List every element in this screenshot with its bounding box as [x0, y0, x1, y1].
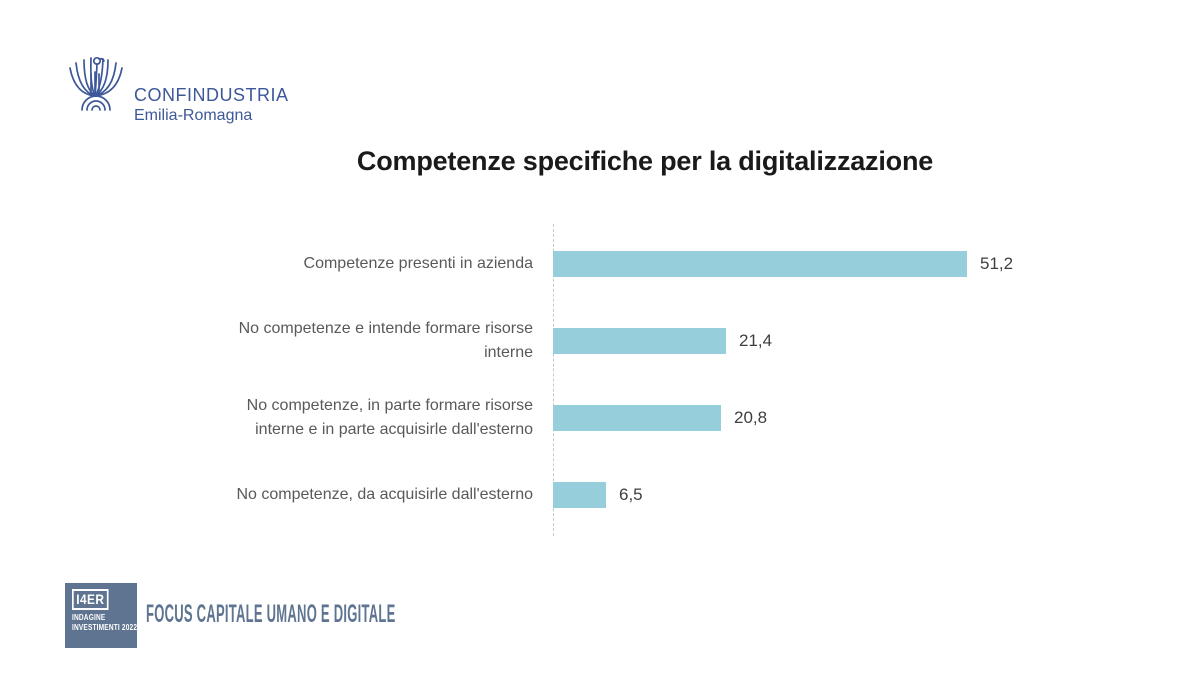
- category-label: No competenze e intende formare risorse i…: [238, 319, 533, 361]
- bar: [553, 250, 967, 277]
- logo-org-name: CONFINDUSTRIA: [134, 85, 289, 105]
- bar-area: 6,5: [553, 481, 643, 508]
- data-label: 51,2: [980, 253, 1014, 273]
- chart-row: No competenze e intende formare risorse i…: [143, 302, 1163, 379]
- chart-title: Competenze specifiche per la digitalizza…: [356, 146, 934, 176]
- chart-row: No competenze, da acquisirle dall'estern…: [143, 456, 1163, 533]
- confindustria-eagle-icon: [69, 56, 123, 111]
- bar-area: 51,2: [553, 250, 1014, 277]
- data-label: 6,5: [619, 484, 643, 504]
- bar: [553, 404, 721, 431]
- data-label: 21,4: [739, 330, 773, 350]
- i4er-badge: I4ER INDAGINE INVESTIMENTI 2022: [65, 583, 137, 648]
- logo-region-name: Emilia-Romagna: [134, 106, 253, 124]
- bar-chart: Competenze presenti in azienda 51,2 No com…: [143, 225, 1163, 533]
- chart-axis-line: [553, 224, 554, 536]
- bar: [553, 481, 606, 508]
- badge-subtitle-2: INVESTIMENTI 2022: [72, 623, 138, 632]
- footer-caption: FOCUS CAPITALE UMANO E DIGITALE: [146, 600, 396, 628]
- category-label: Competenze presenti in azienda: [303, 254, 533, 272]
- logo-text: CONFINDUSTRIA Emilia-Romagna: [134, 85, 289, 127]
- bar-area: 20,8: [553, 404, 768, 431]
- bar-area: 21,4: [553, 327, 773, 354]
- badge-subtitle-1: INDAGINE: [72, 613, 106, 622]
- category-label: No competenze, da acquisirle dall'estern…: [236, 485, 533, 503]
- bar: [553, 327, 726, 354]
- badge-title: I4ER: [72, 589, 109, 610]
- confindustria-logo: CONFINDUSTRIA Emilia-Romagna: [62, 52, 289, 127]
- chart-row: No competenze, in parte formare risorse i…: [143, 379, 1163, 456]
- chart-row: Competenze presenti in azienda 51,2: [143, 225, 1163, 302]
- category-label: No competenze, in parte formare risorse i…: [246, 396, 533, 438]
- data-label: 20,8: [734, 407, 768, 427]
